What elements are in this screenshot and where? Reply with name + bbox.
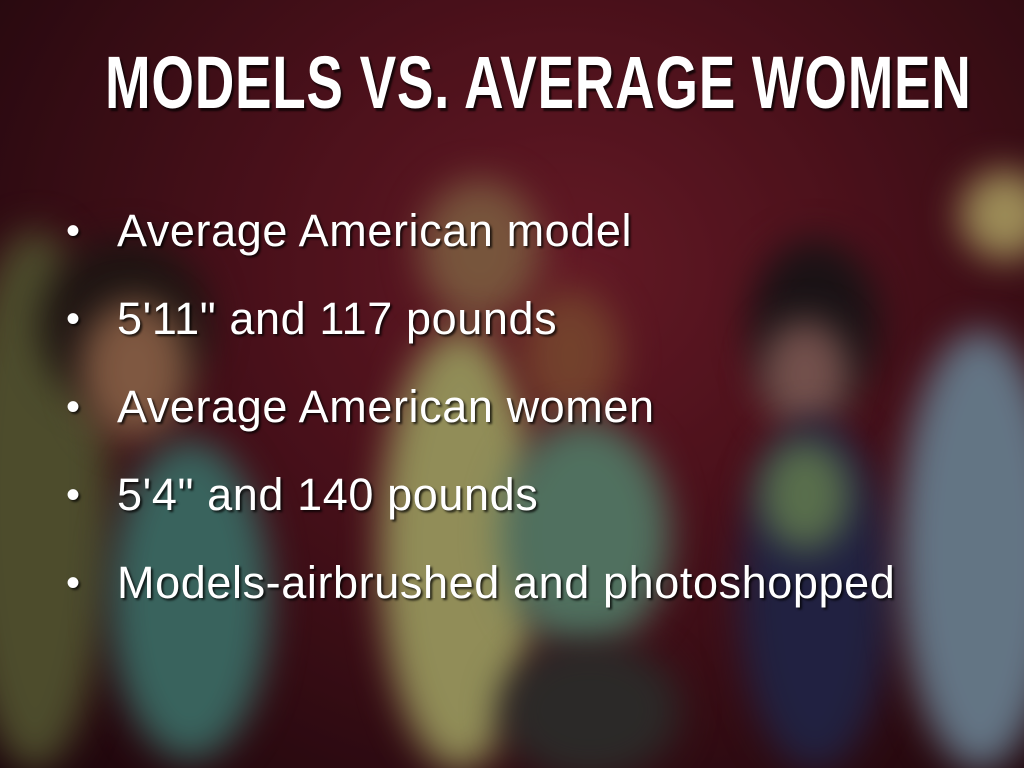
bullet-text: Average American women (117, 381, 655, 432)
bullet-text: 5'4" and 140 pounds (117, 469, 539, 520)
slide-title-text: MODELS VS. AVERAGE WOMEN (105, 41, 972, 124)
slide-title: MODELS VS. AVERAGE WOMEN (105, 40, 971, 130)
bullet-icon: • (66, 561, 81, 605)
bullet-icon: • (66, 473, 81, 517)
bullet-text: Average American model (117, 205, 633, 256)
bullet-icon: • (66, 385, 81, 429)
bullet-text: 5'11" and 117 pounds (117, 293, 558, 344)
bullet-icon: • (66, 209, 81, 253)
bullet-icon: • (66, 297, 81, 341)
bullet-text: Models-airbrushed and photoshopped (117, 557, 896, 608)
